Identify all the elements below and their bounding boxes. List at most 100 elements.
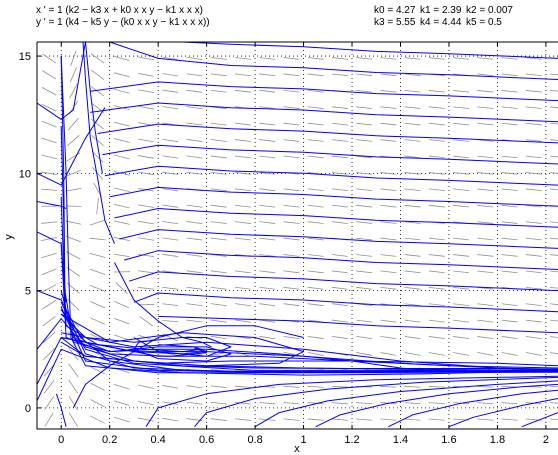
field-arrow	[44, 412, 54, 427]
field-arrow	[41, 154, 57, 160]
field-arrow	[283, 270, 300, 274]
field-arrow	[234, 270, 251, 274]
field-arrow	[138, 401, 154, 406]
field-arrow	[234, 89, 251, 93]
param-k2: k2 = 0.007	[466, 5, 513, 16]
field-arrow	[331, 418, 348, 421]
x-tick-label: 1.6	[441, 434, 456, 446]
x-equation: x ' = 1 (k2 − k3 x + k0 x x y − k1 x x x…	[36, 5, 203, 16]
field-arrow	[234, 204, 251, 208]
field-arrow	[259, 221, 276, 224]
field-arrow	[331, 188, 348, 192]
field-arrow	[331, 254, 348, 257]
field-arrow	[138, 204, 155, 208]
field-arrow	[283, 335, 300, 340]
field-arrow	[380, 386, 397, 388]
plot-frame	[36, 41, 558, 430]
field-arrow	[525, 139, 542, 142]
field-arrow	[210, 418, 227, 421]
field-arrow	[380, 188, 397, 192]
field-arrow	[138, 89, 154, 94]
field-arrow	[331, 155, 348, 159]
x-tick-label: 1	[300, 434, 306, 446]
field-arrow	[307, 402, 324, 405]
field-arrow	[356, 418, 373, 421]
field-arrow	[453, 90, 470, 93]
field-arrow	[550, 73, 558, 76]
field-arrow	[307, 254, 324, 257]
field-arrow	[477, 122, 494, 126]
trajectory-line	[60, 126, 208, 355]
trajectory-line	[448, 398, 558, 428]
y-axis-label: y	[3, 234, 15, 240]
x-tick-label: 1.2	[344, 434, 359, 446]
field-arrow	[550, 319, 558, 322]
param-k4: k4 = 4.44	[420, 17, 462, 28]
field-arrow	[186, 270, 203, 274]
equation-block: x ' = 1 (k2 − k3 x + k0 x x y − k1 x x x…	[36, 5, 210, 29]
y-equation: y ' = 1 (k4 − k5 y − (k0 x x y − k1 x x …	[36, 17, 210, 28]
field-arrow	[477, 319, 494, 323]
field-arrow	[525, 90, 542, 93]
field-arrow	[428, 188, 445, 192]
field-arrow	[89, 284, 106, 292]
field-arrow	[380, 106, 397, 109]
trajectory-line	[60, 196, 202, 353]
field-arrow	[477, 155, 494, 159]
field-arrow	[259, 270, 276, 274]
field-arrow	[210, 335, 227, 340]
field-arrow	[428, 57, 445, 60]
field-arrow	[307, 73, 324, 77]
field-arrow	[138, 253, 155, 258]
field-arrow	[428, 106, 445, 109]
field-arrow	[162, 401, 179, 405]
field-arrow	[428, 254, 445, 257]
axis-ticks	[37, 42, 547, 429]
field-arrow	[525, 57, 542, 60]
parameter-row-2: k3 = 5.55 k4 = 4.44 k5 = 0.5	[374, 17, 526, 29]
field-arrow	[501, 418, 518, 421]
field-arrow	[259, 57, 276, 60]
field-arrow	[259, 286, 276, 290]
field-arrow	[68, 363, 79, 378]
trajectory-line	[124, 250, 558, 270]
field-arrow	[138, 417, 154, 422]
field-arrow	[525, 221, 542, 224]
field-arrow	[404, 139, 421, 142]
field-arrow	[356, 221, 373, 224]
param-k3: k3 = 5.55	[374, 17, 416, 28]
field-arrow	[525, 286, 542, 290]
field-arrow	[550, 90, 558, 92]
field-arrow	[283, 73, 300, 77]
field-arrow	[307, 155, 324, 159]
field-arrow	[138, 73, 154, 77]
trajectories	[37, 42, 558, 428]
field-arrow	[380, 254, 397, 257]
field-arrow	[162, 155, 179, 159]
field-arrow	[283, 418, 300, 421]
field-arrow	[42, 315, 56, 327]
field-arrow	[138, 56, 154, 61]
field-arrow	[91, 151, 104, 163]
field-arrow	[89, 252, 106, 258]
field-arrow	[525, 270, 542, 274]
field-arrow	[356, 188, 373, 192]
field-arrow	[42, 331, 56, 344]
field-arrow	[41, 120, 57, 128]
field-arrow	[210, 286, 227, 290]
trajectory-line	[102, 144, 558, 165]
field-arrow	[356, 270, 373, 274]
field-arrow	[501, 352, 518, 356]
field-arrow	[356, 155, 373, 159]
y-tick-label: 0	[25, 403, 31, 415]
field-arrow	[380, 90, 397, 93]
x-tick-label: 0.2	[102, 434, 117, 446]
field-arrow	[501, 270, 518, 274]
field-arrow	[380, 352, 397, 356]
field-arrow	[550, 303, 558, 306]
field-arrow	[67, 134, 80, 147]
field-arrow	[259, 335, 276, 340]
trajectory-line	[194, 376, 558, 428]
field-arrow	[113, 187, 130, 193]
field-arrow	[186, 303, 203, 307]
